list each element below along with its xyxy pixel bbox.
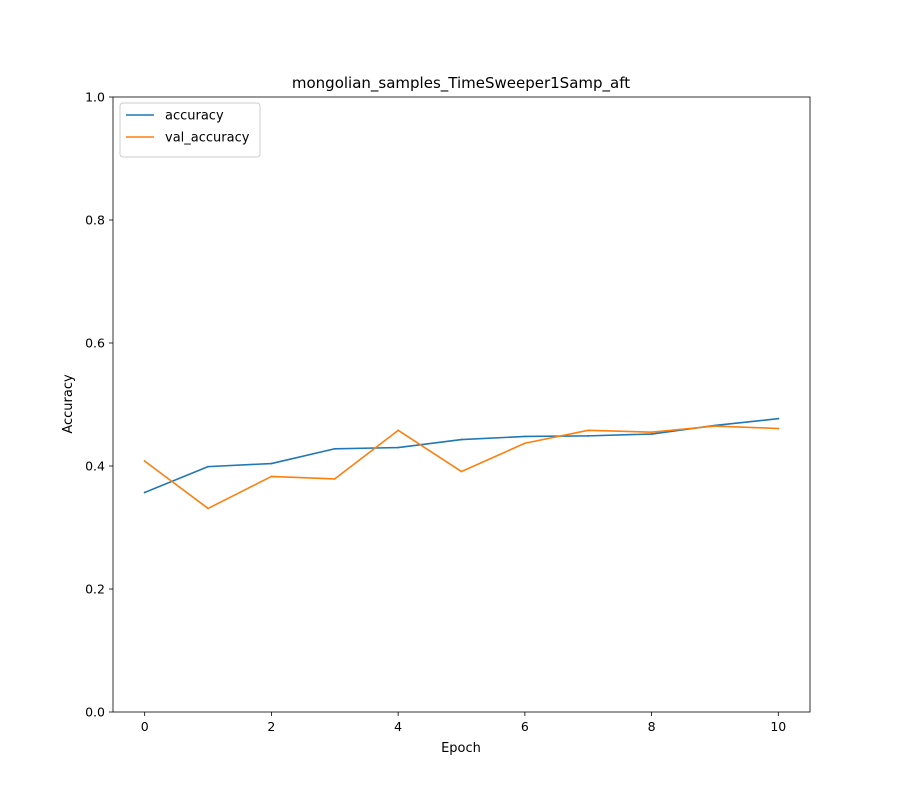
legend-box [119, 102, 261, 158]
x-tick-label: 10 [770, 719, 786, 734]
data-point-accuracy [333, 447, 336, 450]
data-point-val_accuracy [777, 427, 780, 430]
x-tick-label: 2 [267, 719, 275, 734]
data-point-accuracy [143, 491, 146, 494]
legend-label-accuracy: accuracy [165, 109, 224, 124]
data-point-val_accuracy [143, 460, 146, 462]
x-tick-label: 0 [141, 719, 149, 734]
data-point-val_accuracy [587, 429, 590, 432]
legend: accuracy val_accuracy [119, 102, 261, 158]
data-point-accuracy [587, 434, 590, 437]
y-tick-label: 0.4 [85, 459, 105, 474]
y-tick-label: 0.6 [85, 336, 105, 351]
x-tick-label: 4 [394, 719, 402, 734]
data-point-val_accuracy [650, 431, 653, 434]
data-point-accuracy [650, 433, 653, 435]
y-tick-label: 1.0 [85, 90, 105, 105]
data-point-accuracy [397, 446, 400, 449]
data-point-val_accuracy [207, 507, 209, 510]
data-point-val_accuracy [523, 442, 526, 445]
data-point-val_accuracy [397, 429, 400, 432]
x-tick-label: 6 [521, 719, 529, 734]
data-point-accuracy [207, 465, 209, 468]
x-axis-label: Epoch [441, 741, 481, 756]
x-tick-label: 8 [648, 719, 656, 734]
data-point-val_accuracy [333, 478, 336, 480]
data-point-val_accuracy [460, 470, 463, 473]
chart-title: mongolian_samples_TimeSweeper1Samp_aft [292, 74, 630, 93]
y-tick-label: 0.0 [85, 705, 105, 720]
y-tick-label: 0.8 [85, 213, 105, 228]
data-point-val_accuracy [714, 425, 716, 427]
legend-label-val_accuracy: val_accuracy [165, 131, 250, 146]
plot-frame [112, 96, 811, 713]
data-point-accuracy [270, 462, 273, 465]
y-tick-label: 0.2 [85, 582, 105, 597]
data-point-accuracy [777, 417, 780, 420]
data-point-accuracy [523, 435, 526, 438]
y-axis-label: Accuracy [61, 374, 76, 434]
data-point-accuracy [460, 438, 463, 441]
plot-area: 0 2 4 6 8 10 0.0 0.2 0.4 0.6 0.8 1.0 [85, 90, 811, 734]
data-point-val_accuracy [270, 475, 273, 478]
